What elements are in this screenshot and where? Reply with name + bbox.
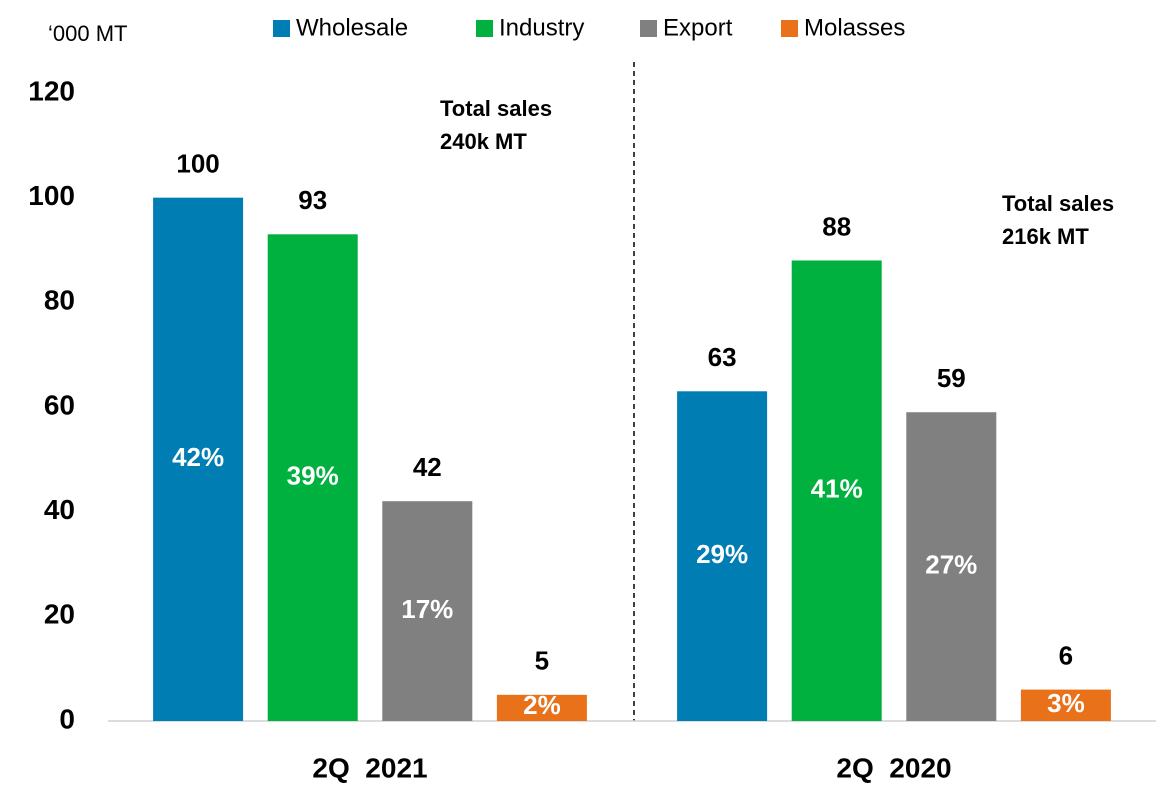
y-tick-label: 20 bbox=[44, 599, 75, 630]
share-label: 17% bbox=[401, 594, 453, 624]
bar bbox=[153, 197, 244, 721]
annotation: Total sales bbox=[440, 96, 552, 121]
legend-label: Wholesale bbox=[296, 14, 408, 41]
value-label: 42 bbox=[413, 452, 442, 482]
bar bbox=[677, 391, 768, 721]
share-label: 27% bbox=[925, 549, 977, 579]
value-label: 88 bbox=[822, 211, 851, 241]
annotation: 240k MT bbox=[440, 129, 527, 154]
bar bbox=[791, 260, 882, 721]
share-label: 41% bbox=[811, 474, 863, 504]
share-label: 29% bbox=[696, 539, 748, 569]
unit-label: ‘000 MT bbox=[48, 21, 127, 46]
x-tick-label: 2Q 2021 bbox=[312, 752, 427, 783]
y-tick-label: 80 bbox=[44, 285, 75, 316]
legend-swatch bbox=[781, 20, 798, 37]
y-tick-label: 120 bbox=[28, 75, 75, 106]
value-label: 6 bbox=[1059, 640, 1073, 670]
y-tick-label: 0 bbox=[59, 703, 75, 734]
annotation: 216k MT bbox=[1002, 224, 1089, 249]
value-label: 93 bbox=[298, 185, 327, 215]
value-label: 63 bbox=[708, 342, 737, 372]
share-label: 2% bbox=[523, 690, 561, 720]
legend-label: Industry bbox=[499, 14, 584, 41]
value-label: 59 bbox=[937, 363, 966, 393]
annotation: Total sales bbox=[1002, 191, 1114, 216]
legend-label: Molasses bbox=[804, 14, 905, 41]
value-label: 100 bbox=[176, 149, 219, 179]
bar bbox=[496, 694, 587, 721]
legend-label: Export bbox=[663, 14, 733, 41]
legend-swatch bbox=[476, 20, 493, 37]
bar bbox=[267, 234, 358, 722]
share-label: 42% bbox=[172, 442, 224, 472]
y-tick-label: 40 bbox=[44, 494, 75, 525]
value-label: 5 bbox=[535, 646, 549, 676]
x-tick-label: 2Q 2020 bbox=[836, 752, 951, 783]
y-tick-label: 100 bbox=[28, 180, 75, 211]
y-tick-label: 60 bbox=[44, 389, 75, 420]
bar bbox=[906, 412, 997, 721]
share-label: 3% bbox=[1047, 688, 1085, 718]
bar bbox=[1020, 689, 1111, 721]
legend-swatch bbox=[273, 20, 290, 37]
share-label: 39% bbox=[287, 461, 339, 491]
legend-swatch bbox=[640, 20, 657, 37]
bar bbox=[382, 501, 473, 721]
